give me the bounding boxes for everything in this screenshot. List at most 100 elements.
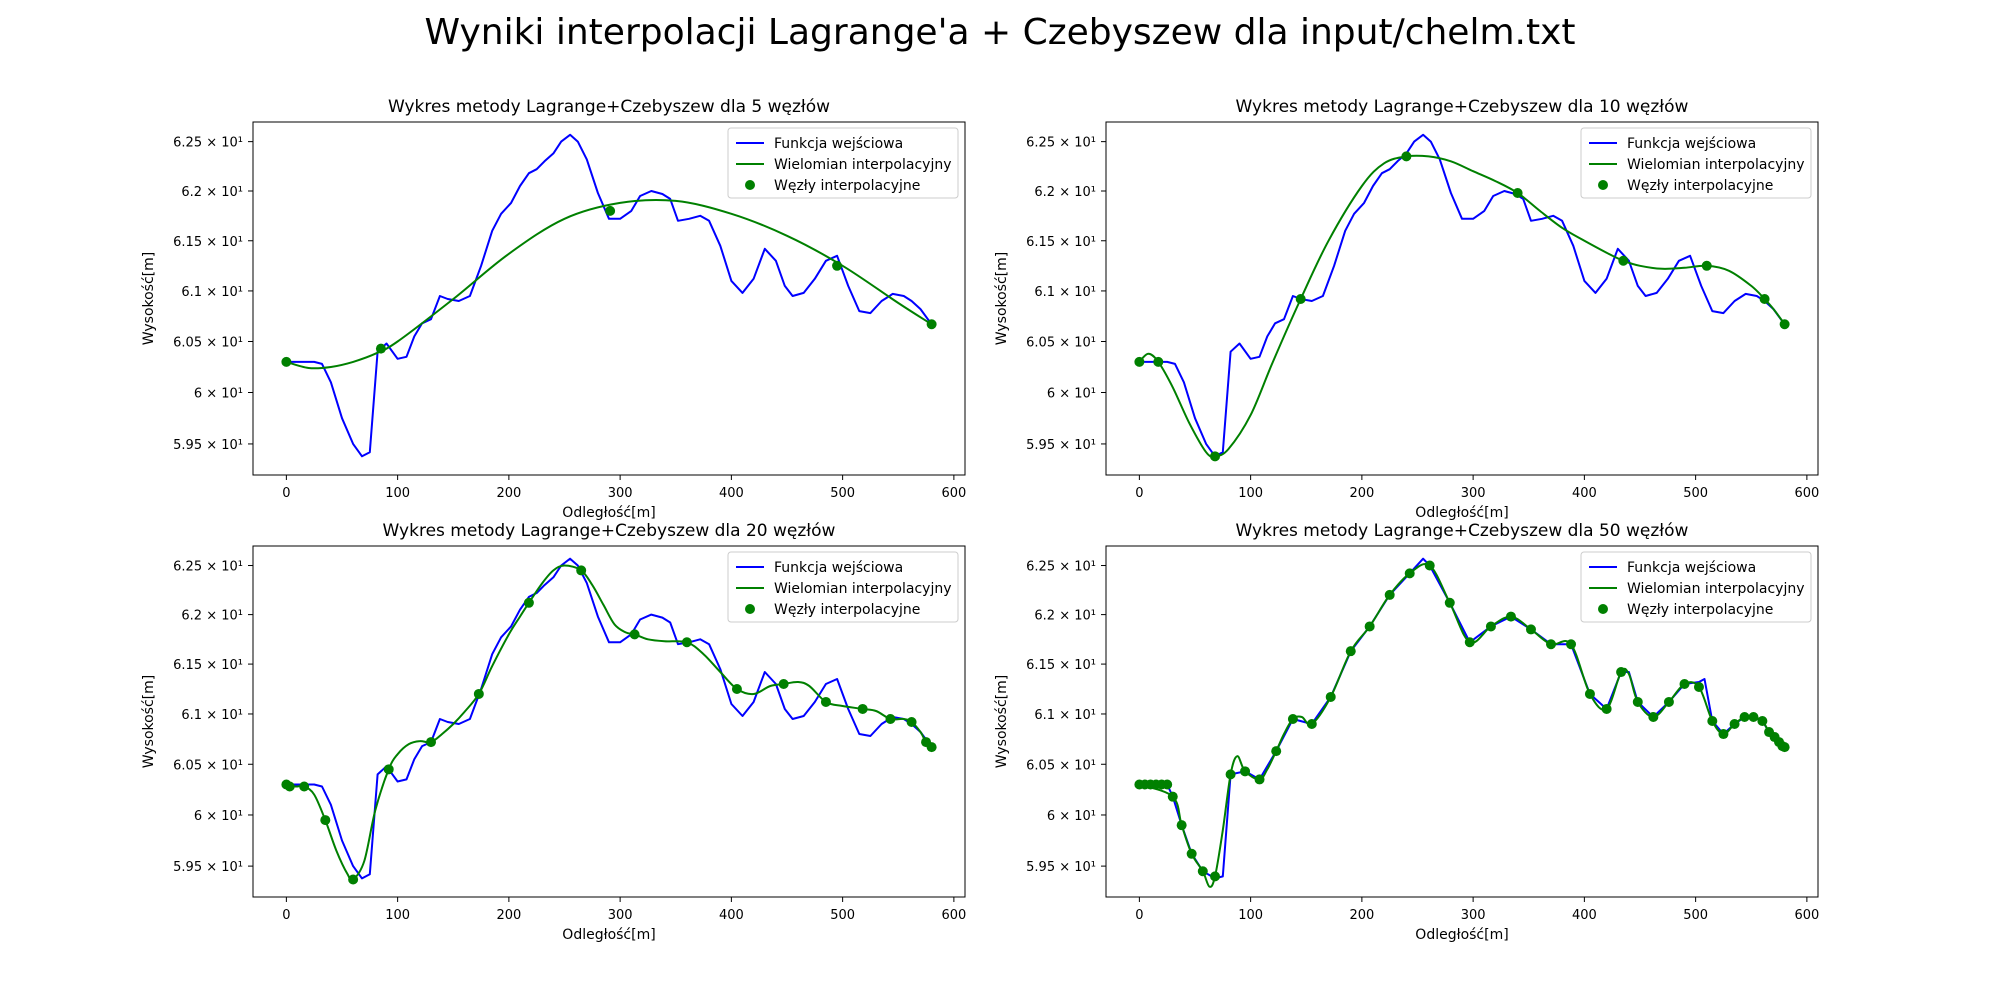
legend-label: Węzły interpolacyjne bbox=[1627, 602, 1773, 618]
interpolation-node-point bbox=[1325, 691, 1336, 702]
figure-title: Wyniki interpolacji Lagrange'a + Czebysz… bbox=[424, 12, 1576, 53]
y-tick-label: 6.25 × 10¹ bbox=[1026, 136, 1096, 151]
subplot-title: Wykres metody Lagrange+Czebyszew dla 5 w… bbox=[388, 97, 830, 117]
legend-label: Wielomian interpolacyjny bbox=[1627, 157, 1805, 173]
x-tick-label: 100 bbox=[1238, 908, 1263, 923]
x-axis-label: Odległość[m] bbox=[562, 927, 655, 943]
interpolation-node-point bbox=[605, 205, 616, 216]
y-tick-label: 6.25 × 10¹ bbox=[173, 136, 243, 151]
interpolation-node-point bbox=[1648, 711, 1659, 722]
interpolation-node-point bbox=[523, 597, 534, 608]
y-tick-label: 6.1 × 10¹ bbox=[181, 285, 243, 300]
interpolation-node-point bbox=[1616, 667, 1627, 678]
legend-swatch-nodes bbox=[745, 180, 755, 190]
interpolation-node-point bbox=[926, 742, 937, 753]
y-tick-label: 6.05 × 10¹ bbox=[173, 758, 243, 773]
interpolation-node-point bbox=[1162, 779, 1173, 790]
x-tick-label: 100 bbox=[385, 908, 410, 923]
interpolation-polynomial-line bbox=[1138, 154, 1786, 458]
interpolation-node-point bbox=[426, 737, 436, 748]
subplot-title: Wykres metody Lagrange+Czebyszew dla 10 … bbox=[1236, 97, 1689, 117]
y-tick-label: 5.95 × 10¹ bbox=[1026, 860, 1096, 875]
x-tick-label: 500 bbox=[830, 486, 855, 501]
interpolation-node-point bbox=[1739, 711, 1750, 722]
y-tick-label: 6 × 10¹ bbox=[194, 387, 243, 402]
interpolation-node-point bbox=[473, 688, 484, 699]
interpolation-node-point bbox=[1584, 688, 1595, 699]
legend-box bbox=[727, 127, 959, 199]
interpolation-node-point bbox=[1618, 255, 1629, 266]
interpolation-node-point bbox=[1254, 774, 1265, 785]
y-tick-label: 6.2 × 10¹ bbox=[1034, 609, 1096, 624]
interpolation-node-point bbox=[1444, 597, 1455, 608]
x-axis-label: Odległość[m] bbox=[1415, 927, 1508, 943]
legend: Funkcja wejściowa Wielomian interpolacyjn… bbox=[727, 551, 959, 623]
interpolation-node-point bbox=[906, 716, 917, 727]
interpolation-node-point bbox=[1707, 715, 1718, 726]
y-tick-label: 5.95 × 10¹ bbox=[173, 860, 243, 875]
interpolation-node-point bbox=[1663, 696, 1674, 707]
interpolation-node-point bbox=[1679, 678, 1690, 689]
interpolation-node-point bbox=[1225, 769, 1236, 780]
interpolation-node-point bbox=[629, 629, 640, 640]
interpolation-node-point bbox=[1134, 356, 1145, 367]
axes-frame bbox=[252, 121, 966, 476]
interpolation-node-point bbox=[1729, 718, 1740, 729]
legend-label: Wielomian interpolacyjny bbox=[1627, 581, 1805, 597]
y-axis-label: Wysokość[m] bbox=[141, 675, 157, 768]
x-tick-label: 500 bbox=[830, 908, 855, 923]
x-tick-label: 300 bbox=[1461, 908, 1486, 923]
x-tick-label: 0 bbox=[282, 908, 290, 923]
legend: Funkcja wejściowa Wielomian interpolacyjn… bbox=[1580, 551, 1812, 623]
interpolation-node-point bbox=[1401, 151, 1412, 162]
interpolation-node-point bbox=[926, 319, 937, 330]
interpolation-node-point bbox=[1485, 621, 1496, 632]
x-tick-label: 500 bbox=[1683, 908, 1708, 923]
x-tick-label: 100 bbox=[1238, 486, 1263, 501]
interpolation-node-point bbox=[383, 764, 394, 775]
subplot-title: Wykres metody Lagrange+Czebyszew dla 20 … bbox=[383, 521, 836, 541]
x-tick-label: 0 bbox=[282, 486, 290, 501]
interpolation-node-point bbox=[348, 874, 359, 885]
x-tick-label: 100 bbox=[385, 486, 410, 501]
x-tick-label: 600 bbox=[941, 486, 966, 501]
interpolation-node-point bbox=[1779, 319, 1790, 330]
subplot-2: Wykres metody Lagrange+Czebyszew dla 10 … bbox=[994, 97, 1819, 521]
y-axis-label: Wysokość[m] bbox=[141, 252, 157, 345]
legend-label: Wielomian interpolacyjny bbox=[774, 157, 952, 173]
x-tick-label: 200 bbox=[1349, 908, 1374, 923]
input-function-line bbox=[286, 133, 933, 458]
legend-box bbox=[727, 551, 959, 623]
legend-label: Funkcja wejściowa bbox=[774, 560, 903, 576]
legend-label: Wielomian interpolacyjny bbox=[774, 581, 952, 597]
x-tick-label: 400 bbox=[719, 908, 744, 923]
interpolation-node-point bbox=[1546, 639, 1556, 650]
interpolation-node-point bbox=[1364, 621, 1375, 632]
x-tick-label: 300 bbox=[608, 486, 633, 501]
interpolation-node-point bbox=[1566, 639, 1577, 650]
y-tick-label: 6.1 × 10¹ bbox=[181, 708, 243, 723]
interpolation-node-point bbox=[1701, 260, 1712, 271]
interpolation-node-point bbox=[1345, 646, 1356, 657]
y-tick-label: 6.15 × 10¹ bbox=[1026, 235, 1096, 250]
x-axis-label: Odległość[m] bbox=[562, 505, 655, 521]
axes-frame bbox=[252, 545, 966, 898]
legend-label: Węzły interpolacyjne bbox=[774, 602, 920, 618]
x-tick-label: 600 bbox=[1794, 486, 1819, 501]
input-function-line bbox=[1139, 133, 1786, 458]
interpolation-polynomial-line bbox=[286, 198, 933, 370]
axes-frame bbox=[1105, 545, 1819, 898]
interpolation-node-point bbox=[1748, 711, 1759, 722]
y-tick-label: 6.15 × 10¹ bbox=[173, 235, 243, 250]
interpolation-node-point bbox=[1601, 703, 1612, 714]
y-tick-label: 6 × 10¹ bbox=[194, 809, 243, 824]
interpolation-node-point bbox=[281, 356, 292, 367]
axes-frame bbox=[1105, 121, 1819, 476]
interpolation-node-point bbox=[284, 781, 295, 792]
legend-box bbox=[1580, 127, 1812, 199]
interpolation-node-point bbox=[1176, 820, 1187, 831]
interpolation-node-point bbox=[1779, 742, 1790, 753]
y-tick-label: 6.15 × 10¹ bbox=[1026, 658, 1096, 673]
x-tick-label: 200 bbox=[496, 486, 521, 501]
subplot-4: Wykres metody Lagrange+Czebyszew dla 50 … bbox=[994, 521, 1819, 943]
